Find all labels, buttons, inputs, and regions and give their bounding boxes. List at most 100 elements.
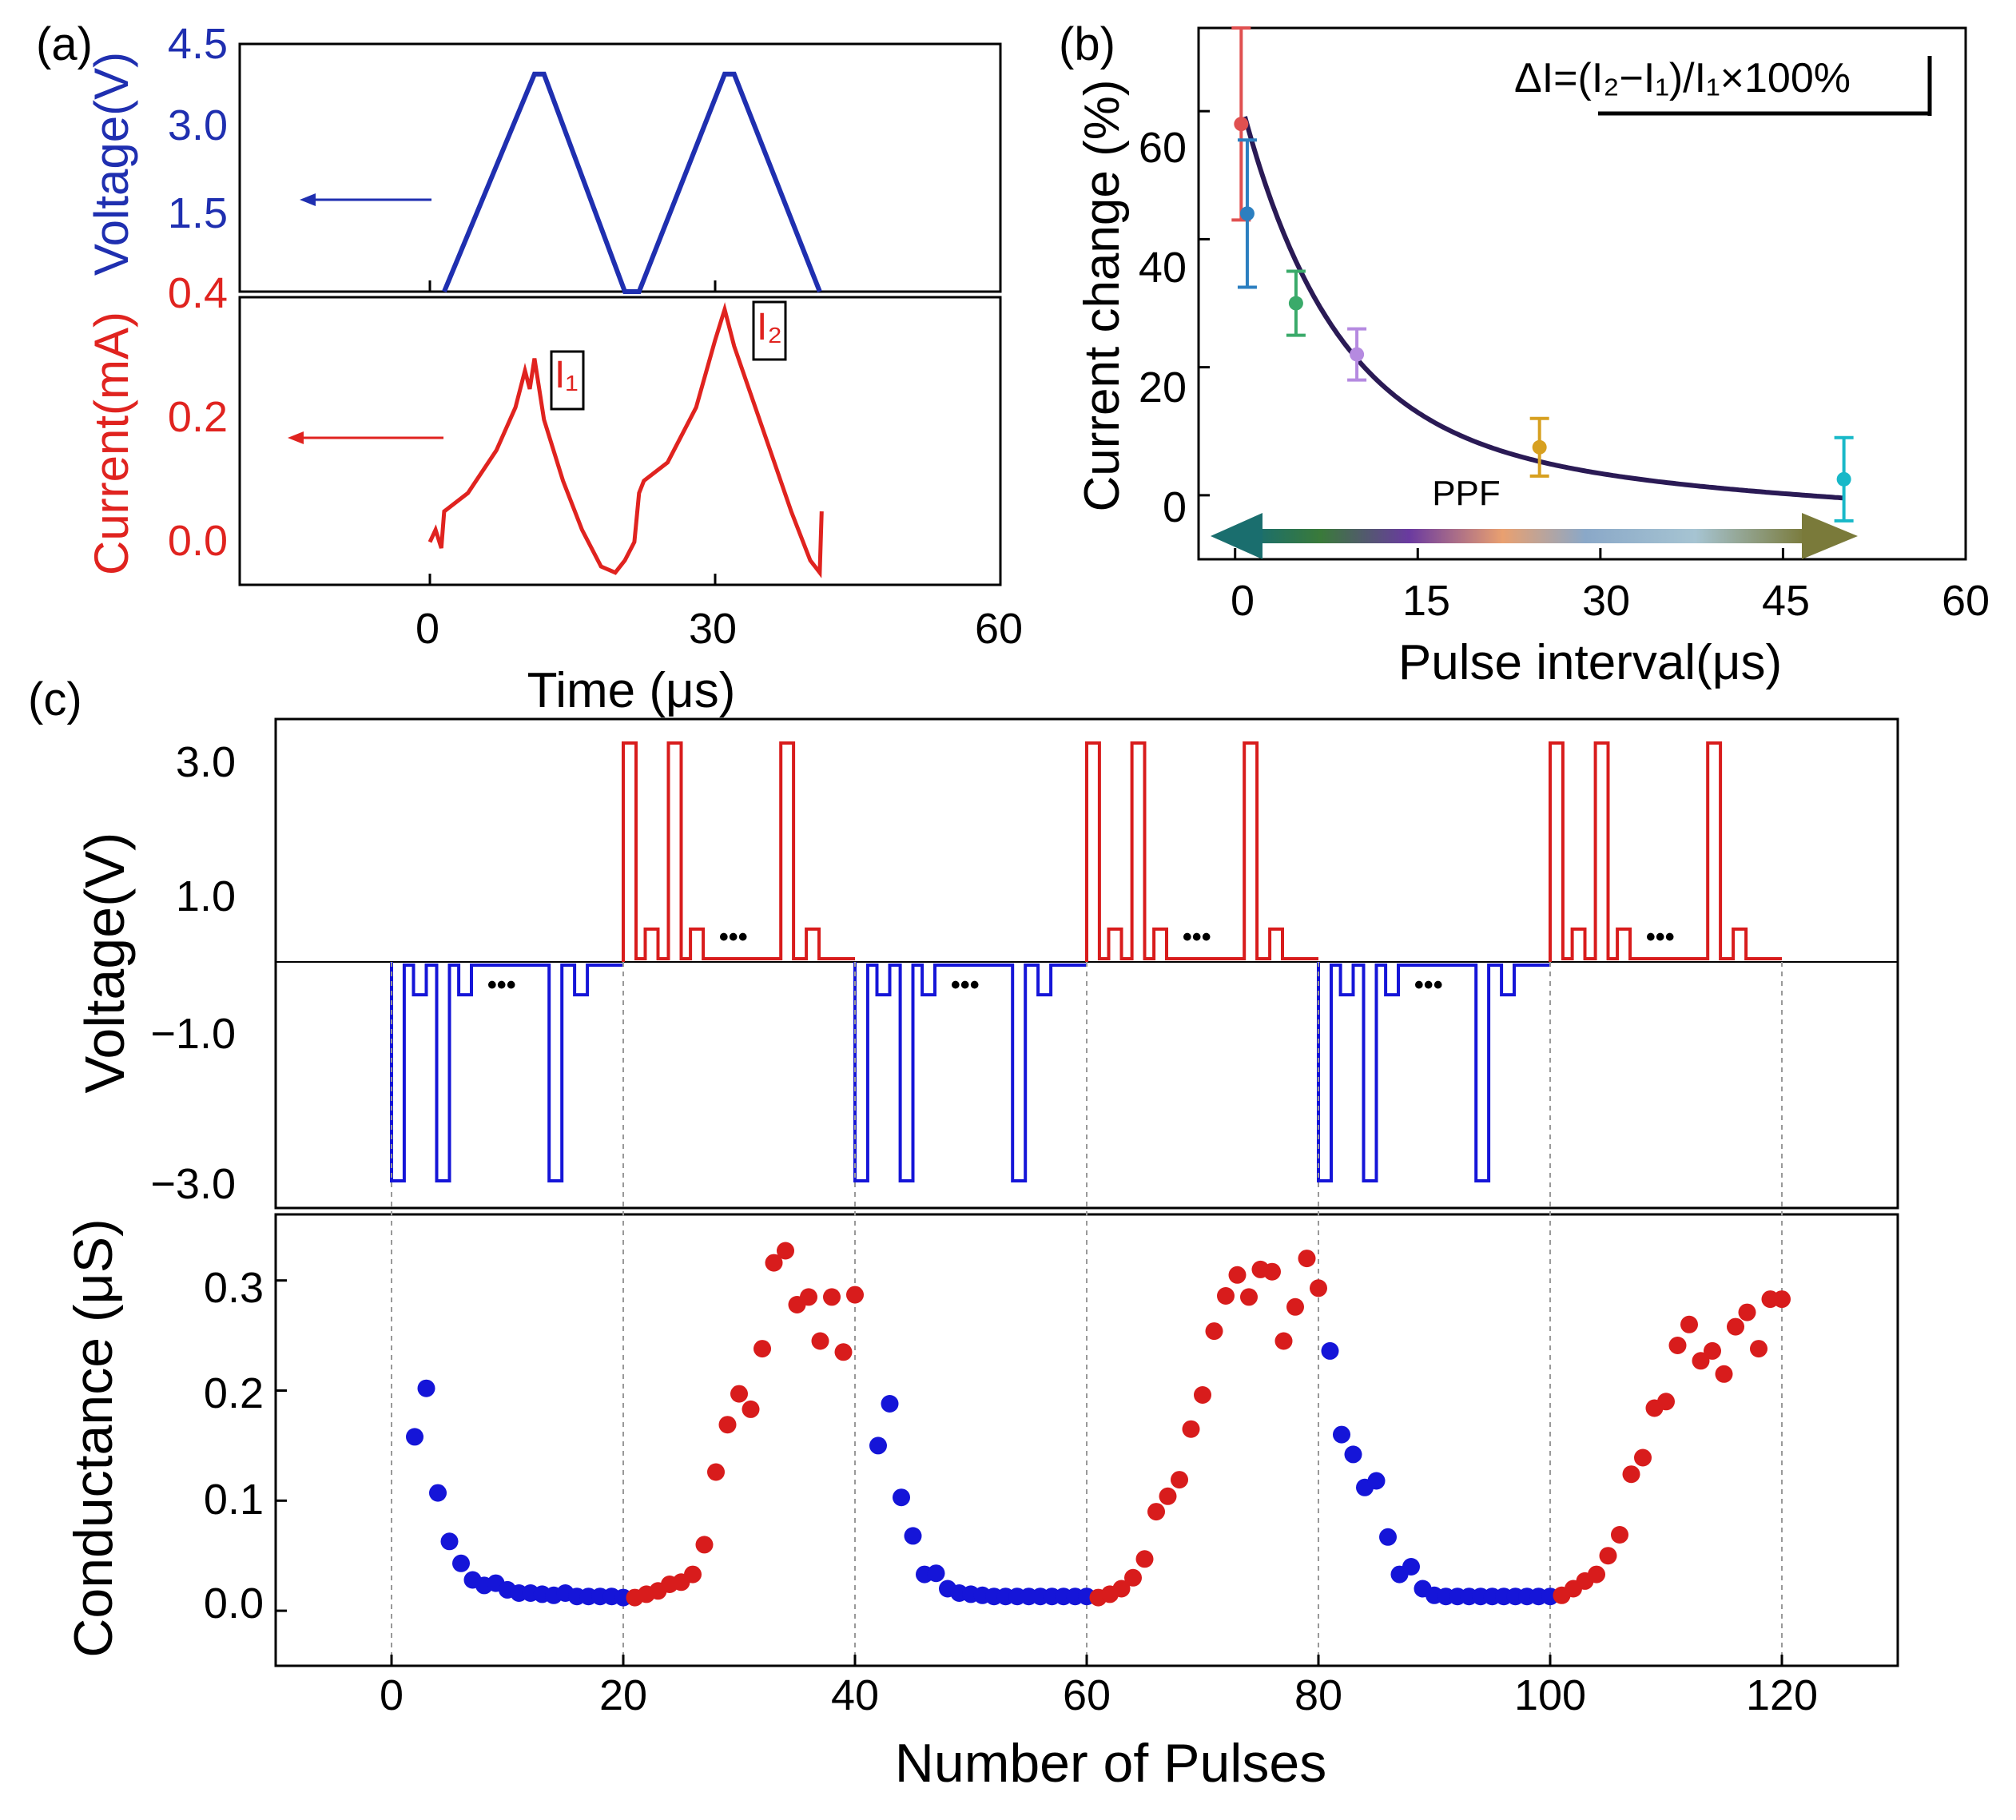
depression-point: [893, 1488, 910, 1507]
pulse-ellipsis: •••: [719, 922, 748, 952]
potentiation-point: [1124, 1568, 1142, 1587]
potentiation-point: [1588, 1565, 1605, 1584]
conductance-x-axis-label: Number of Pulses: [895, 1733, 1326, 1794]
annotation-i2: I₂: [757, 306, 782, 348]
i1-box: [550, 350, 585, 411]
depression-point: [904, 1527, 922, 1545]
potentiation-point: [1680, 1315, 1698, 1333]
depression-point: [1379, 1528, 1397, 1546]
by-tick-60: 60: [1139, 124, 1187, 172]
potentiation-point: [1135, 1550, 1154, 1568]
potentiation-point: [1286, 1297, 1304, 1316]
py-tick-1.0: 1.0: [176, 872, 236, 920]
depression-point: [1344, 1445, 1362, 1464]
potentiation-point: [742, 1400, 760, 1418]
panel-a-tick-marks: [428, 280, 1002, 585]
potentiation-point: [1217, 1287, 1235, 1305]
pulse-ellipsis: •••: [1414, 970, 1443, 1000]
ppf-y-axis-label: Current change (%): [1075, 79, 1130, 511]
potentiation-point: [1310, 1279, 1327, 1297]
potentiation-point: [1773, 1290, 1791, 1309]
potentiation-point: [765, 1254, 783, 1272]
potentiation-point: [1704, 1341, 1721, 1360]
bx-tick-0: 0: [1231, 577, 1255, 625]
cx-tick-label: 0: [380, 1671, 404, 1719]
potentiation-point: [1112, 1580, 1131, 1598]
pulse-train: [390, 741, 1782, 1182]
potentiation-point: [707, 1463, 725, 1481]
potentiation-pulses: [1085, 741, 1318, 962]
gy-tick-0.3: 0.3: [204, 1264, 264, 1312]
time-x-ticks: 0 30 60: [416, 605, 1023, 653]
depression-point: [1321, 1341, 1339, 1360]
potentiation-point: [684, 1565, 702, 1584]
current-arrow: [288, 431, 443, 444]
pulse-ellipsis-group: ••• ••• ••• ••• ••• •••: [487, 922, 1675, 1000]
potentiation-point: [1171, 1471, 1188, 1489]
ppf-data-points: [1231, 26, 1854, 523]
ppf-label: PPF: [1432, 474, 1501, 513]
vy-tick-3.0: 3.0: [168, 101, 228, 149]
potentiation-pulses: [1549, 741, 1782, 962]
panel-label-a: (a): [36, 18, 93, 70]
potentiation-point: [823, 1288, 841, 1306]
i2-box: [752, 300, 787, 361]
current-y-ticks: 0.2 0.0: [168, 393, 228, 565]
conductance-points: [406, 1242, 1791, 1607]
panel-label-c: (c): [28, 674, 82, 725]
depression-point: [417, 1379, 435, 1397]
voltage-axis-label: Voltage(V): [85, 52, 138, 276]
period-divider-lines: [391, 962, 1783, 1666]
depression-point: [452, 1554, 470, 1572]
potentiation-point: [1263, 1262, 1281, 1281]
potentiation-point: [1750, 1340, 1767, 1358]
ppf-plot-frame: [1197, 26, 1967, 561]
potentiation-point: [1715, 1365, 1733, 1383]
gy-tick-0.1: 0.1: [204, 1476, 264, 1524]
potentiation-point: [1194, 1386, 1211, 1404]
time-axis-label: Time (μs): [527, 663, 736, 718]
potentiation-point: [695, 1536, 714, 1554]
bx-tick-45: 45: [1762, 577, 1810, 625]
potentiation-point: [754, 1340, 771, 1358]
voltage-plot-frame: [238, 42, 1002, 293]
ppf-y-ticks: 0 20 40 60: [1139, 124, 1187, 531]
potentiation-point: [1298, 1250, 1316, 1268]
cx-tick-label: 120: [1746, 1671, 1818, 1719]
vy-tick-1.5: 1.5: [168, 189, 228, 237]
ppf-data-point: [1532, 439, 1547, 455]
voltage-triangle-wave: [442, 71, 822, 294]
ppf-data-point: [1350, 347, 1365, 362]
depression-point: [1367, 1472, 1386, 1490]
ppf-x-ticks: 0 15 30 45 60: [1231, 577, 1990, 625]
depression-pulses: [1317, 962, 1550, 1182]
gy-tick-0.0: 0.0: [204, 1580, 264, 1627]
vy-tick-4.5: 4.5: [168, 20, 228, 68]
potentiation-point: [1240, 1288, 1258, 1306]
conductance-x-ticks: 0 20 40 60 80 100 120: [276, 1279, 1818, 1719]
depression-point: [429, 1484, 447, 1502]
bx-tick-60: 60: [1942, 577, 1990, 625]
bx-tick-30: 30: [1582, 577, 1630, 625]
voltage-arrow: [300, 193, 431, 206]
voltage-y-ticks: 4.5 3.0 1.5 0.4: [168, 20, 228, 317]
potentiation-point: [1738, 1303, 1756, 1321]
ppf-data-point: [1234, 117, 1249, 132]
potentiation-point: [1634, 1448, 1652, 1467]
panel-label-b: (b): [1059, 18, 1115, 70]
potentiation-point: [1668, 1337, 1687, 1354]
ppf-axis-ticks: [1199, 109, 1967, 559]
by-tick-20: 20: [1139, 364, 1187, 411]
depression-point: [881, 1395, 899, 1413]
panel-c: (c) 3.0 1.0 −1.0 −3.0 Voltage(V) •••••••…: [28, 674, 1899, 1794]
cx-tick-label: 100: [1514, 1671, 1586, 1719]
potentiation-point: [1611, 1526, 1628, 1544]
potentiation-point: [1692, 1352, 1710, 1370]
depression-point: [1402, 1558, 1420, 1576]
vy-tick-0.4: 0.4: [168, 269, 228, 317]
potentiation-point: [730, 1385, 748, 1403]
potentiation-point: [1228, 1266, 1247, 1284]
depression-point: [440, 1532, 459, 1551]
current-response-curve: [427, 302, 824, 578]
